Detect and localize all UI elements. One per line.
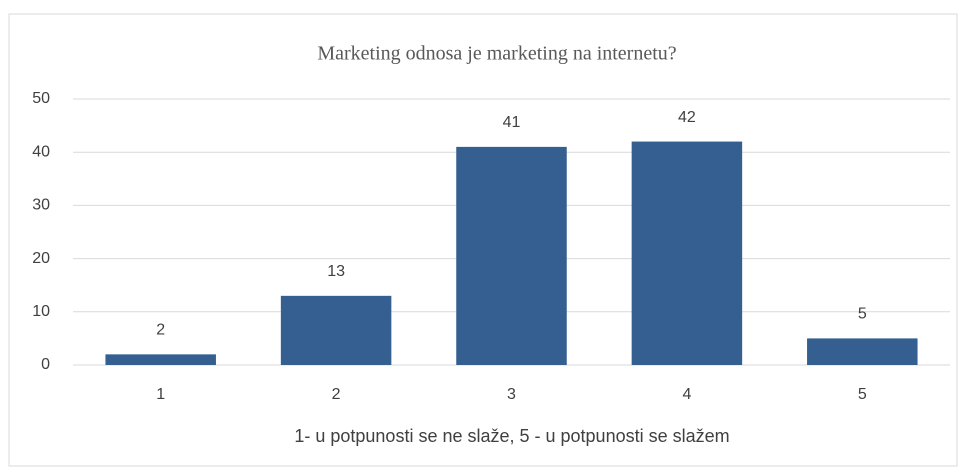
y-tick-label: 50 <box>32 90 50 107</box>
y-tick-label: 30 <box>32 197 50 214</box>
bar <box>807 338 918 365</box>
x-tick-label: 3 <box>507 386 516 403</box>
y-tick-label: 40 <box>32 143 50 160</box>
x-tick-label: 4 <box>682 386 691 403</box>
data-label: 13 <box>327 263 345 280</box>
y-tick-label: 0 <box>41 356 50 373</box>
data-label: 5 <box>858 306 867 323</box>
data-label: 2 <box>156 322 165 339</box>
data-label: 42 <box>678 109 696 126</box>
bar <box>280 295 392 365</box>
bar <box>456 146 567 365</box>
y-tick-label: 20 <box>32 250 50 267</box>
data-label: 41 <box>503 114 521 131</box>
chart-title: Marketing odnosa je marketing na interne… <box>317 43 676 65</box>
x-tick-label: 1 <box>156 386 165 403</box>
x-tick-label: 5 <box>858 386 867 403</box>
x-axis-label: 1- u potpunosti se ne slaže, 5 - u potpu… <box>294 426 729 446</box>
bar <box>631 141 743 365</box>
bar <box>105 354 216 365</box>
x-tick-label: 2 <box>332 386 341 403</box>
y-tick-label: 10 <box>32 303 50 320</box>
